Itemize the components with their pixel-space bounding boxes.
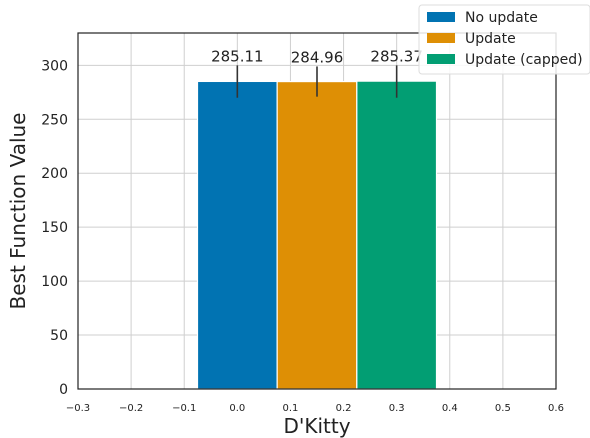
x-tick-label: 0.1: [282, 403, 298, 414]
x-tick-label: 0.5: [495, 403, 511, 414]
y-tick-label: 300: [41, 58, 68, 74]
x-tick-label: 0.4: [442, 403, 458, 414]
y-tick-label: 50: [50, 328, 68, 344]
legend-entry-label: No update: [465, 10, 538, 26]
bar: [356, 80, 438, 390]
y-tick-label: 100: [41, 274, 68, 290]
bars-group: [196, 80, 438, 390]
legend-swatch: [427, 33, 455, 43]
y-tick-label: 0: [59, 382, 68, 398]
data-label: 285.11: [211, 47, 264, 65]
data-label: 284.96: [291, 48, 344, 66]
legend: No update Update Update (capped): [418, 4, 590, 75]
bar: [196, 80, 278, 390]
legend-swatch: [427, 54, 455, 64]
y-tick-label: 250: [41, 112, 68, 128]
x-tick-label: −0.1: [172, 403, 196, 414]
x-tick-label: 0.6: [548, 403, 564, 414]
x-tick-label: 0.2: [336, 403, 352, 414]
legend-swatch: [427, 12, 455, 22]
x-tick-label: 0.0: [229, 403, 245, 414]
y-axis-label: Best Function Value: [6, 113, 30, 310]
y-tick-label: 150: [41, 220, 68, 236]
x-tick-label: −0.3: [66, 403, 90, 414]
x-axis-label: D'Kitty: [283, 414, 350, 438]
data-labels-group: 285.11 284.96 285.37: [211, 47, 423, 66]
legend-entry-label: Update (capped): [465, 52, 583, 68]
legend-box: [418, 4, 590, 75]
x-tick-label: −0.2: [119, 403, 143, 414]
y-tick-label: 200: [41, 166, 68, 182]
x-tick-labels: −0.3 −0.2 −0.1 0.0 0.1 0.2 0.3 0.4 0.5 0.6: [66, 403, 564, 414]
bar: [276, 80, 358, 390]
x-tick-label: 0.3: [389, 403, 405, 414]
legend-entry-label: Update: [465, 31, 516, 47]
y-tick-labels: 0 50 100 150 200 250 300: [41, 58, 68, 398]
plot-frame: [77, 32, 557, 390]
data-label: 285.37: [370, 47, 423, 65]
error-bars-group: [236, 65, 398, 98]
